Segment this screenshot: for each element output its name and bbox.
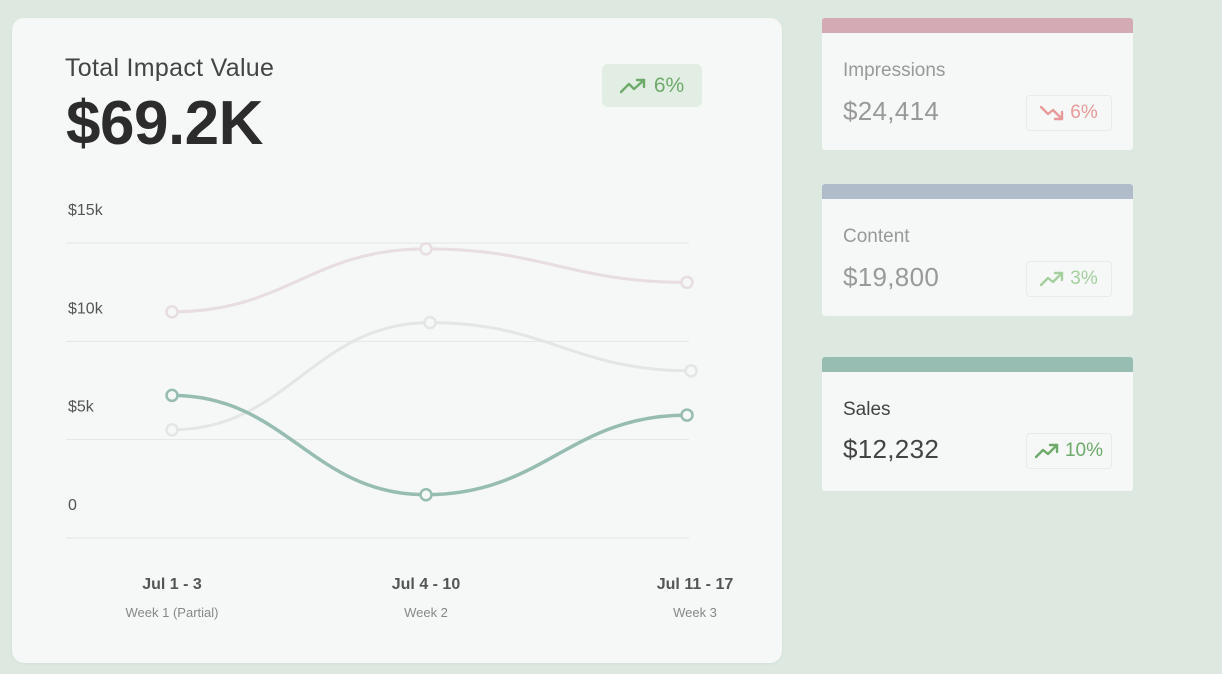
impressions-card[interactable]: Impressions $24,414 6% [822, 18, 1133, 150]
impact-line-chart: $15k $10k $5k 0 Jul 1 - 3 Week 1 (Partial) Jul… [66, 202, 734, 620]
total-impact-card: Total Impact Value $69.2K 6% $15k $10k $5k… [12, 18, 782, 663]
trending-down-icon [1040, 105, 1064, 121]
change-badge: 6% [1026, 95, 1112, 131]
trending-up-icon [1040, 271, 1064, 287]
change-badge: 3% [1026, 261, 1112, 297]
change-badge: 10% [1026, 433, 1112, 469]
data-point[interactable] [419, 242, 433, 256]
card-value: $12,232 [843, 434, 940, 464]
card-value: $19,800 [843, 262, 940, 292]
data-point[interactable] [165, 423, 179, 437]
change-badge: 6% [602, 64, 702, 107]
x-tick-label: Jul 4 - 10 [392, 576, 461, 593]
y-tick-label: $10k [68, 300, 104, 317]
data-point[interactable] [165, 305, 179, 319]
change-badge-text: 3% [1070, 268, 1098, 289]
card-accent-bar [822, 18, 1133, 33]
change-badge-text: 6% [653, 73, 685, 97]
x-tick-sublabel: Week 1 (Partial) [126, 605, 219, 620]
data-point[interactable] [423, 315, 437, 330]
data-point[interactable] [419, 487, 433, 502]
sales-card[interactable]: Sales $12,232 10% [822, 357, 1133, 491]
card-label: Impressions [843, 60, 946, 81]
card-accent-bar [822, 184, 1133, 199]
x-tick-sublabel: Week 2 [404, 605, 448, 620]
card-value: $24,414 [843, 96, 940, 126]
card-label: Content [843, 226, 910, 247]
x-tick-label: Jul 1 - 3 [142, 576, 202, 593]
y-tick-label: 0 [68, 497, 77, 514]
total-value: $69.2K [66, 89, 263, 158]
trending-up-icon [619, 78, 646, 93]
data-point[interactable] [165, 388, 179, 403]
card-accent-bar [822, 357, 1133, 372]
change-badge-text: 6% [1070, 102, 1098, 123]
card-title: Total Impact Value [65, 54, 275, 82]
content-card[interactable]: Content $19,800 3% [822, 184, 1133, 316]
data-point[interactable] [680, 275, 694, 290]
card-label: Sales [843, 399, 891, 420]
change-badge-text: 10% [1064, 440, 1104, 461]
x-tick-label: Jul 11 - 17 [657, 576, 734, 593]
y-tick-label: $5k [68, 399, 95, 416]
x-tick-sublabel: Week 3 [673, 605, 717, 620]
series-line [171, 247, 688, 314]
data-point[interactable] [684, 364, 698, 378]
trending-up-icon [1034, 443, 1059, 459]
y-tick-label: $15k [68, 202, 104, 219]
data-point[interactable] [680, 408, 694, 422]
